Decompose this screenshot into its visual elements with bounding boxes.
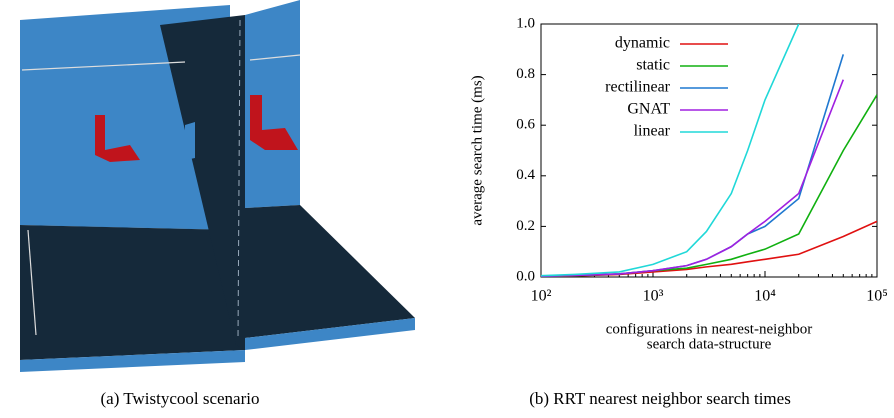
legend-label: static bbox=[636, 57, 670, 74]
caption: (b) RRT nearest neighbor search times bbox=[529, 389, 791, 408]
plot-frame bbox=[541, 24, 877, 277]
y-axis-label: average search time (ms) bbox=[469, 75, 485, 225]
caption: (a) Twistycool scenario bbox=[100, 389, 259, 408]
y-tick-label: 0.6 bbox=[516, 117, 535, 133]
x-tick-label: 10³ bbox=[643, 288, 664, 305]
y-tick-label: 0.2 bbox=[516, 218, 535, 234]
x-tick-label: 10² bbox=[531, 288, 552, 305]
x-axis-label: configurations in nearest-neighbor bbox=[606, 321, 813, 337]
series-line bbox=[541, 221, 877, 276]
y-tick-label: 0.0 bbox=[516, 268, 535, 284]
y-tick-label: 0.4 bbox=[516, 167, 535, 183]
scene-render bbox=[20, 0, 415, 372]
legend-label: dynamic bbox=[615, 35, 670, 52]
legend-label: linear bbox=[634, 123, 671, 140]
legend-label: GNAT bbox=[627, 101, 670, 118]
x-tick-label: 10⁵ bbox=[866, 288, 888, 305]
y-tick-label: 1.0 bbox=[516, 15, 535, 31]
x-tick-label: 10⁴ bbox=[754, 288, 776, 305]
x-axis-label: search data-structure bbox=[647, 336, 772, 352]
plot-lines bbox=[541, 24, 877, 276]
y-tick-label: 0.8 bbox=[516, 66, 535, 82]
legend-label: rectilinear bbox=[605, 79, 671, 96]
figure: (a) Twistycool scenario (b) RRT nearest … bbox=[0, 0, 894, 418]
